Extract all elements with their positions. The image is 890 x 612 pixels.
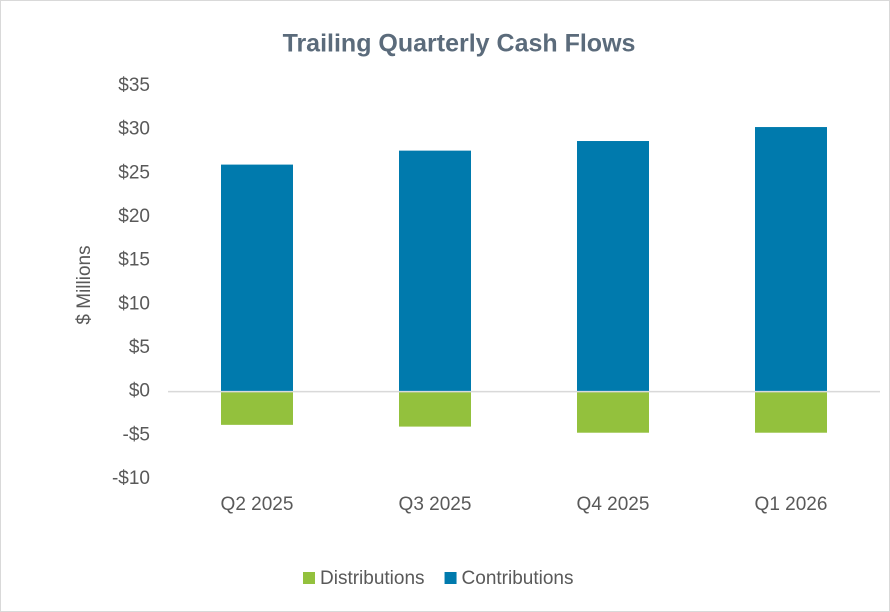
y-tick-label: $30 [118,119,150,140]
legend-label: Contributions [462,568,574,589]
bar [577,391,649,433]
bar [399,150,471,392]
bar [755,127,827,392]
x-tick-label: Q4 2025 [577,494,650,515]
chart-title: Trailing Quarterly Cash Flows [283,30,636,58]
y-tick-label: $0 [129,381,150,402]
x-tick-label: Q3 2025 [399,494,472,515]
y-tick-label: -$10 [112,468,150,489]
y-tick-label: $5 [129,337,150,358]
y-tick-label: $20 [118,206,150,227]
legend-swatch [444,572,457,584]
bar [221,164,293,392]
y-tick-label: -$5 [123,424,150,445]
y-tick-label: $25 [118,162,150,183]
bar [755,391,827,433]
y-axis-label: $ Millions [74,245,95,324]
bar [577,141,649,392]
y-tick-label: $10 [118,293,150,314]
y-tick-label: $35 [118,75,150,96]
legend-swatch [303,572,315,584]
bar [221,391,293,425]
x-tick-label: Q1 2026 [755,494,828,515]
bar [399,391,471,427]
y-tick-label: $15 [118,250,150,271]
legend-label: Distributions [320,568,425,589]
x-tick-label: Q2 2025 [221,494,294,515]
